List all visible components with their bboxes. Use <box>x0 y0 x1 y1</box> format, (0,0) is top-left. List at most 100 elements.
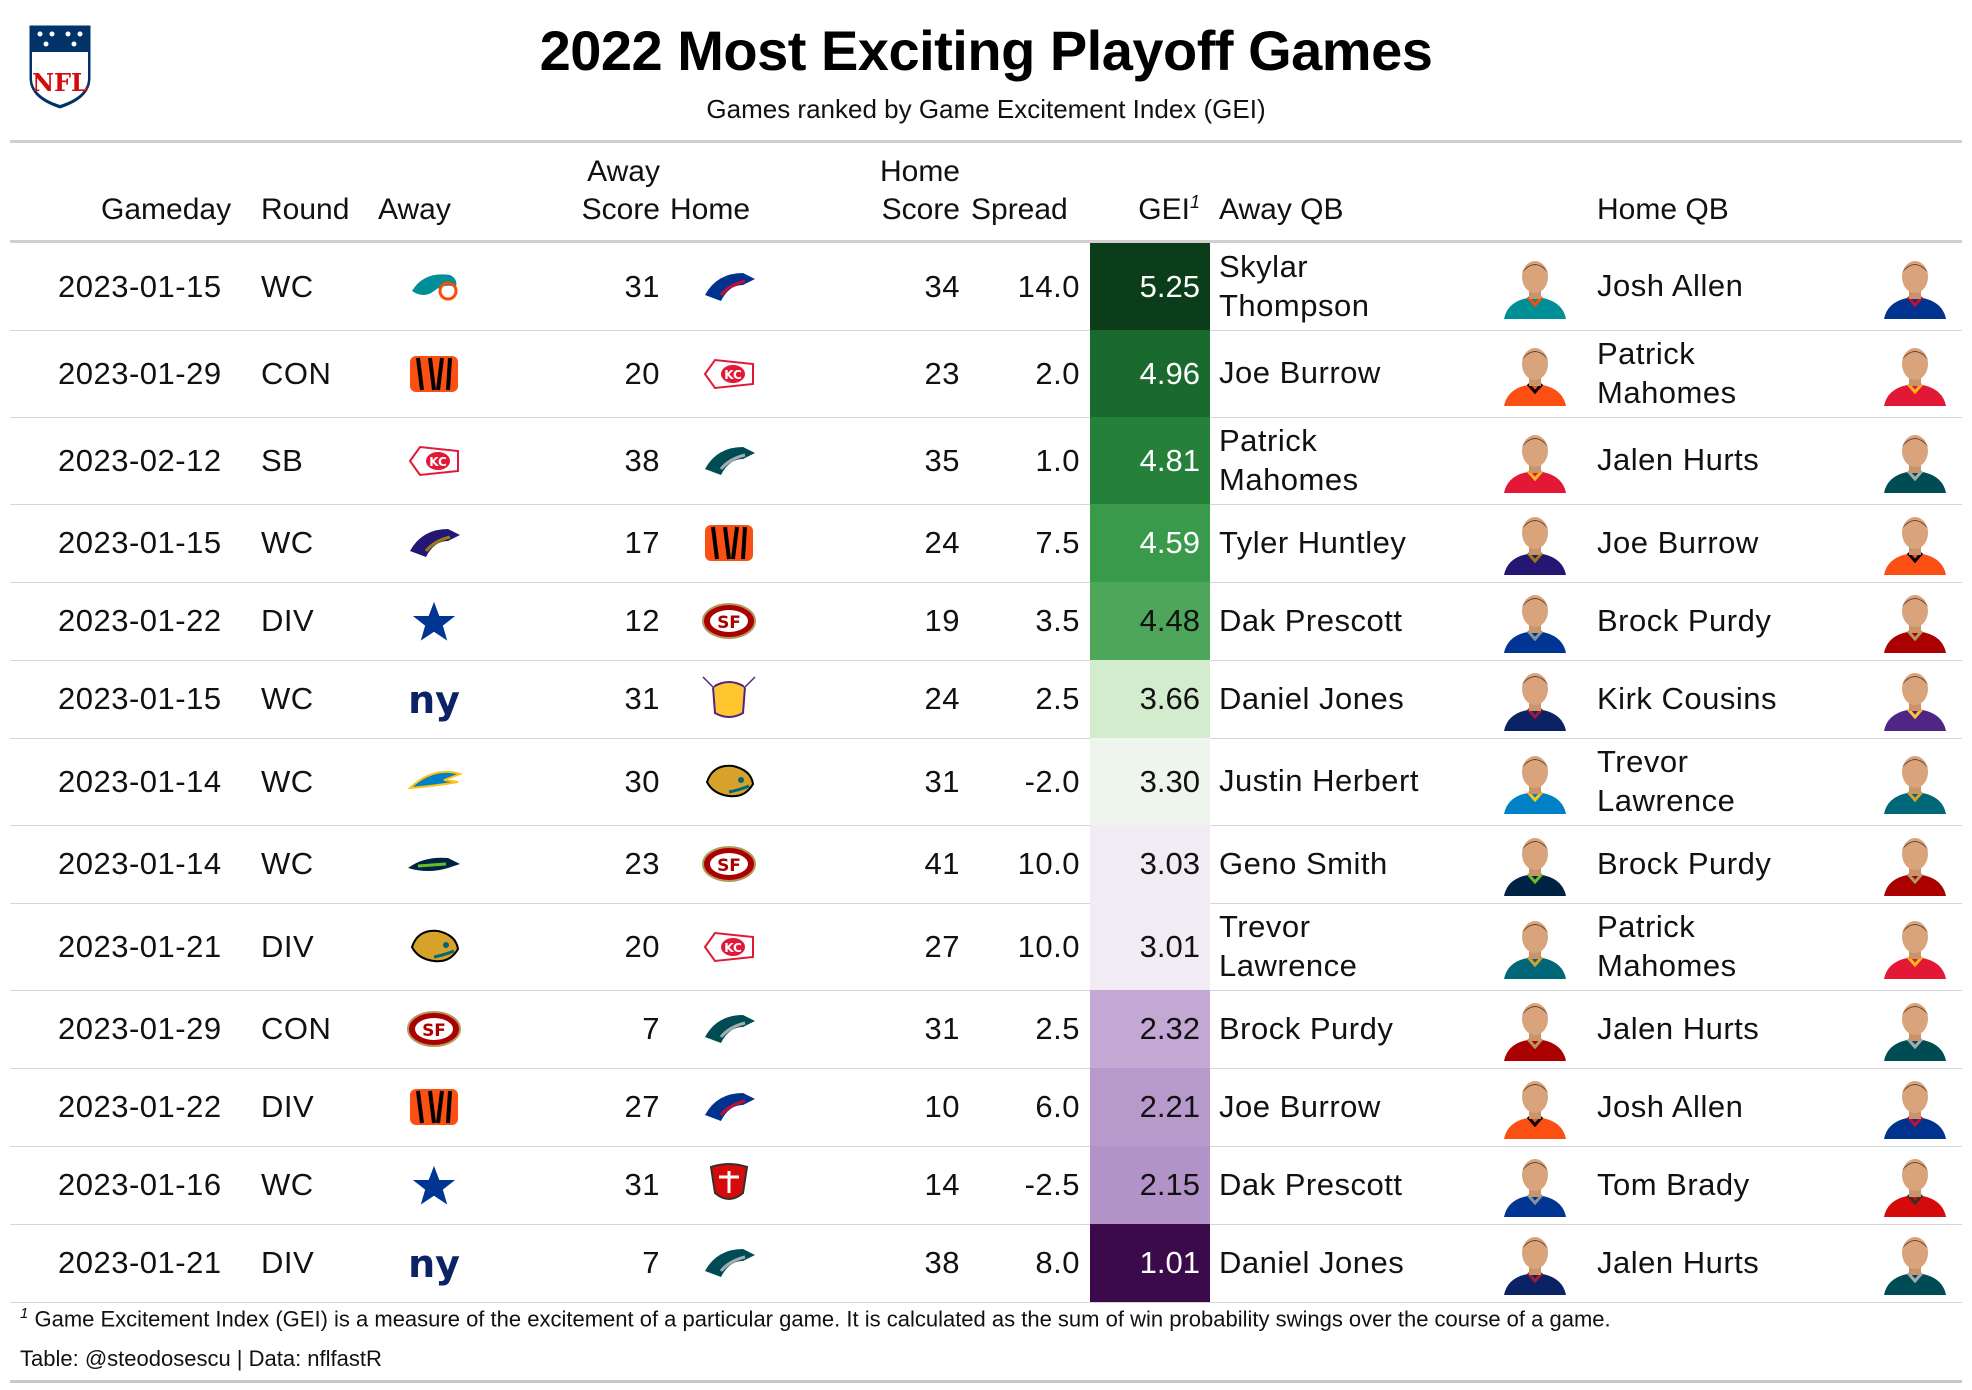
table-row: 2023-01-14 WC 30 31 -2.0 3.30 Justin Herbert Tr… <box>10 738 1962 826</box>
cell-spread: 6.0 <box>1035 1089 1080 1124</box>
cell-spread: -2.0 <box>1024 763 1080 799</box>
svg-text:KC: KC <box>724 941 742 955</box>
cell-away-qb: Dak Prescott <box>1219 602 1403 638</box>
cell-gei: 3.03 <box>1090 825 1210 903</box>
cell-home-score: 24 <box>924 525 960 560</box>
credit-line: Table: @steodosescu | Data: nflfastR <box>20 1346 382 1371</box>
cell-home-qb: Kirk Cousins <box>1597 680 1777 716</box>
away-qb-headshot <box>1500 832 1570 896</box>
cell-away-qb: Dak Prescott <box>1219 1166 1403 1202</box>
cell-gameday: 2023-01-14 <box>58 763 222 799</box>
cell-gei: 4.96 <box>1090 330 1210 417</box>
table-row: 2023-01-21 DIV 7 38 8.0 ny 1.01 Daniel Jones Jal… <box>10 1224 1962 1303</box>
cell-home-qb: Patrick Mahomes <box>1597 908 1737 983</box>
table-row: 2023-01-29 CON 20 23 2.0 KC 4.96 Joe Burrow Patr… <box>10 330 1962 418</box>
home-team-logo-icon <box>699 517 759 569</box>
cell-spread: 2.0 <box>1035 355 1080 391</box>
header-home: Home <box>670 192 751 226</box>
cell-home-qb: Josh Allen <box>1597 268 1744 304</box>
home-qb-headshot <box>1880 915 1950 979</box>
home-qb-headshot <box>1880 429 1950 493</box>
cell-spread: 2.5 <box>1035 681 1080 716</box>
header-away-score: Away Score <box>581 155 660 226</box>
cell-away-score: 12 <box>624 603 660 638</box>
cell-away-qb: Justin Herbert <box>1219 763 1419 799</box>
away-qb-headshot <box>1500 589 1570 653</box>
table-row: 2023-01-15 WC 17 24 7.5 4.59 Tyler Huntley Joe … <box>10 504 1962 583</box>
cell-gei: 3.30 <box>1090 738 1210 825</box>
home-qb-headshot <box>1880 1075 1950 1139</box>
cell-away-qb: Tyler Huntley <box>1219 524 1407 560</box>
header-home-score: Home Score <box>879 155 960 226</box>
svg-text:SF: SF <box>422 1021 446 1041</box>
bottom-rule <box>10 1380 1962 1383</box>
cell-home-score: 31 <box>924 763 960 799</box>
header-gei: GEI1 <box>1138 191 1200 226</box>
top-rule <box>10 140 1962 143</box>
cell-gameday: 2023-01-22 <box>58 1089 222 1124</box>
away-team-logo-icon: SF <box>404 1003 464 1055</box>
table-row: 2023-01-15 WC 31 34 14.0 5.25 Skylar Thompson Jo… <box>10 243 1962 331</box>
away-team-logo-icon <box>404 1081 464 1133</box>
home-team-logo-icon: KC <box>699 921 759 973</box>
table-row: 2023-01-16 WC 31 14 -2.5 2.15 Dak Prescott Tom … <box>10 1146 1962 1225</box>
table-row: 2023-01-21 DIV 20 27 10.0 KC 3.01 Trevor Lawrenc… <box>10 903 1962 991</box>
svg-text:KC: KC <box>724 368 742 382</box>
home-team-logo-icon <box>699 1159 759 1211</box>
cell-gei: 5.25 <box>1090 243 1210 330</box>
cell-home-score: 23 <box>924 355 960 391</box>
table-header: Gameday Round Away Away Score Home Home Sc… <box>10 148 1962 243</box>
cell-gei: 2.32 <box>1090 990 1210 1068</box>
cell-away-score: 30 <box>624 763 660 799</box>
home-team-logo-icon <box>699 261 759 313</box>
nfl-logo: NFL <box>22 18 98 114</box>
table-row: 2023-02-12 SB 38 35 1.0 KC 4.81 Patrick Mahomes J… <box>10 417 1962 505</box>
cell-home-score: 35 <box>924 442 960 478</box>
header-spread: Spread <box>971 192 1068 226</box>
table-row: 2023-01-15 WC 31 24 2.5 ny 3.66 Daniel Jones Kir… <box>10 660 1962 739</box>
cell-home-qb: Brock Purdy <box>1597 845 1772 881</box>
cell-round: WC <box>261 763 314 799</box>
away-qb-headshot <box>1500 255 1570 319</box>
cell-away-score: 27 <box>624 1089 660 1124</box>
home-team-logo-icon <box>699 1081 759 1133</box>
cell-gameday: 2023-01-29 <box>58 1011 222 1046</box>
cell-home-qb: Brock Purdy <box>1597 602 1772 638</box>
cell-gameday: 2023-01-15 <box>58 525 222 560</box>
away-team-logo-icon: KC <box>404 435 464 487</box>
footnote: 1 Game Excitement Index (GEI) is a measu… <box>20 1305 1611 1332</box>
cell-spread: 2.5 <box>1035 1011 1080 1046</box>
cell-away-score: 38 <box>624 442 660 478</box>
cell-home-score: 14 <box>924 1167 960 1202</box>
cell-gameday: 2023-01-22 <box>58 603 222 638</box>
cell-home-score: 31 <box>924 1011 960 1046</box>
svg-text:ny: ny <box>408 678 460 722</box>
cell-spread: 3.5 <box>1035 603 1080 638</box>
cell-spread: 7.5 <box>1035 525 1080 560</box>
cell-gei: 3.66 <box>1090 660 1210 738</box>
cell-away-score: 31 <box>624 681 660 716</box>
home-team-logo-icon: KC <box>699 348 759 400</box>
away-qb-headshot <box>1500 667 1570 731</box>
away-team-logo-icon <box>404 1159 464 1211</box>
cell-home-score: 41 <box>924 846 960 881</box>
cell-away-score: 17 <box>624 525 660 560</box>
table-row: 2023-01-14 WC 23 41 10.0 SF 3.03 Geno Smith Broc… <box>10 825 1962 904</box>
cell-spread: 1.0 <box>1035 442 1080 478</box>
away-qb-headshot <box>1500 511 1570 575</box>
away-team-logo-icon <box>404 261 464 313</box>
cell-gameday: 2023-01-16 <box>58 1167 222 1202</box>
table-row: 2023-01-22 DIV 12 19 3.5 SF 4.48 Dak Prescott Br… <box>10 582 1962 661</box>
cell-home-score: 27 <box>924 928 960 964</box>
cell-gameday: 2023-01-15 <box>58 681 222 716</box>
home-qb-headshot <box>1880 255 1950 319</box>
cell-gameday: 2023-01-15 <box>58 268 222 304</box>
away-qb-headshot <box>1500 429 1570 493</box>
cell-away-qb: Skylar Thompson <box>1219 248 1370 323</box>
cell-spread: 14.0 <box>1017 268 1080 304</box>
cell-spread: 10.0 <box>1017 846 1080 881</box>
header-away-qb: Away QB <box>1219 192 1344 226</box>
cell-away-qb: Daniel Jones <box>1219 680 1405 716</box>
home-team-logo-icon <box>699 435 759 487</box>
cell-away-qb: Joe Burrow <box>1219 1088 1381 1124</box>
